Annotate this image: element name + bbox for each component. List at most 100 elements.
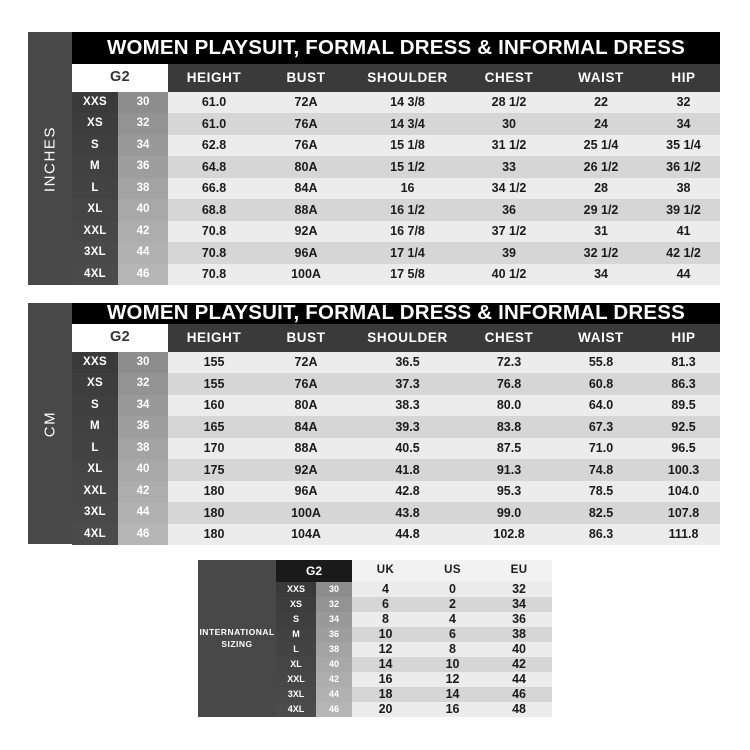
size-label-cell: XXL [72, 480, 118, 502]
international-sizing-table: INTERNATIONAL SIZING G2 UK US EU XXS 30 4 0 32 XS… [198, 560, 553, 717]
size-label-cell: M [72, 156, 118, 178]
table-row: M 36 165 84A 39.3 83.8 67.3 92.5 [72, 416, 721, 438]
measurement-cell: 31 1/2 [463, 134, 556, 156]
international-size-cell: 8 [419, 642, 487, 657]
table-row: M 36 64.8 80A 15 1/2 33 26 1/2 36 1/2 [72, 156, 721, 178]
measurement-cell: 62.8 [168, 134, 261, 156]
cm-header-height: HEIGHT [168, 323, 261, 352]
measurement-cell: 96A [260, 480, 353, 502]
size-number-cell: 40 [118, 199, 169, 221]
international-size-cell: 8 [352, 612, 420, 627]
measurement-cell: 39 1/2 [647, 199, 721, 221]
size-number-cell: 40 [118, 459, 169, 481]
measurement-cell: 68.8 [168, 199, 261, 221]
measurement-cell: 81.3 [647, 351, 721, 373]
table-row: L 38 170 88A 40.5 87.5 71.0 96.5 [72, 437, 721, 459]
international-size-cell: 36 [486, 612, 553, 627]
inches-table-title: WOMEN PLAYSUIT, FORMAL DRESS & INFORMAL … [72, 32, 720, 64]
measurement-cell: 100A [260, 263, 353, 285]
measurement-cell: 41.8 [352, 459, 464, 481]
size-number-cell: 44 [118, 242, 169, 264]
size-label-cell: 3XL [72, 242, 118, 264]
measurement-cell: 80.0 [463, 394, 556, 416]
measurement-cell: 175 [168, 459, 261, 481]
measurement-cell: 36 [463, 199, 556, 221]
size-number-cell: 32 [316, 597, 353, 612]
measurement-cell: 36 1/2 [647, 156, 721, 178]
measurement-cell: 17 5/8 [352, 263, 464, 285]
international-size-cell: 32 [486, 582, 553, 597]
measurement-cell: 16 7/8 [352, 220, 464, 242]
size-label-cell: XXL [72, 220, 118, 242]
measurement-cell: 43.8 [352, 502, 464, 524]
unit-label-cm: CM [41, 410, 59, 437]
table-row: S 34 8 4 36 [276, 612, 553, 627]
measurement-cell: 36.5 [352, 351, 464, 373]
measurement-cell: 32 [647, 91, 721, 113]
measurement-cell: 78.5 [555, 480, 648, 502]
measurement-cell: 84A [260, 177, 353, 199]
measurement-cell: 86.3 [647, 373, 721, 395]
measurement-cell: 96A [260, 242, 353, 264]
size-label-cell: XL [72, 199, 118, 221]
unit-rail-inches: INCHES [28, 32, 72, 285]
measurement-cell: 33 [463, 156, 556, 178]
measurement-cell: 83.8 [463, 416, 556, 438]
table-row: XXL 42 16 12 44 [276, 672, 553, 687]
table-row: 4XL 46 180 104A 44.8 102.8 86.3 111.8 [72, 523, 721, 545]
unit-label-inches: INCHES [41, 125, 59, 192]
international-size-cell: 10 [419, 657, 487, 672]
international-size-cell: 6 [352, 597, 420, 612]
size-label-cell: XS [276, 597, 316, 612]
international-size-cell: 4 [419, 612, 487, 627]
size-number-cell: 36 [118, 156, 169, 178]
size-number-cell: 34 [118, 394, 169, 416]
international-header-us: US [419, 560, 487, 582]
size-number-cell: 34 [118, 134, 169, 156]
cm-header-chest: CHEST [463, 323, 556, 352]
measurement-cell: 32 1/2 [555, 242, 648, 264]
measurement-cell: 44 [647, 263, 721, 285]
cm-header-shoulder: SHOULDER [352, 323, 464, 352]
measurement-cell: 17 1/4 [352, 242, 464, 264]
international-header-row: G2 UK US EU [276, 560, 553, 582]
size-number-cell: 32 [118, 373, 169, 395]
measurement-cell: 80A [260, 394, 353, 416]
international-size-cell: 16 [419, 702, 487, 717]
measurement-cell: 87.5 [463, 437, 556, 459]
measurement-cell: 28 [555, 177, 648, 199]
measurement-cell: 37.3 [352, 373, 464, 395]
inches-table-body: WOMEN PLAYSUIT, FORMAL DRESS & INFORMAL … [72, 32, 721, 285]
measurement-cell: 180 [168, 502, 261, 524]
measurement-cell: 30 [463, 113, 556, 135]
measurement-cell: 61.0 [168, 91, 261, 113]
table-row: XXS 30 61.0 72A 14 3/8 28 1/2 22 32 [72, 91, 721, 113]
international-header-g2: G2 [276, 560, 353, 582]
size-label-cell: XS [72, 113, 118, 135]
measurement-cell: 180 [168, 480, 261, 502]
measurement-cell: 42 1/2 [647, 242, 721, 264]
measurement-cell: 92A [260, 220, 353, 242]
measurement-cell: 60.8 [555, 373, 648, 395]
inches-header-chest: CHEST [463, 63, 556, 92]
measurement-cell: 72A [260, 91, 353, 113]
table-row: XXL 42 70.8 92A 16 7/8 37 1/2 31 41 [72, 220, 721, 242]
size-number-cell: 30 [118, 91, 169, 113]
international-header-uk: UK [352, 560, 420, 582]
size-number-cell: 42 [316, 672, 353, 687]
international-header-eu: EU [486, 560, 553, 582]
measurement-cell: 70.8 [168, 263, 261, 285]
measurement-cell: 16 1/2 [352, 199, 464, 221]
measurement-cell: 15 1/8 [352, 134, 464, 156]
size-number-cell: 34 [316, 612, 353, 627]
measurement-cell: 155 [168, 351, 261, 373]
international-size-cell: 46 [486, 687, 553, 702]
measurement-cell: 76A [260, 373, 353, 395]
size-label-cell: XXL [276, 672, 316, 687]
measurement-cell: 40.5 [352, 437, 464, 459]
measurement-cell: 160 [168, 394, 261, 416]
size-number-cell: 46 [118, 523, 169, 545]
size-label-cell: 4XL [72, 523, 118, 545]
measurement-cell: 61.0 [168, 113, 261, 135]
cm-table-title: WOMEN PLAYSUIT, FORMAL DRESS & INFORMAL … [72, 302, 720, 324]
